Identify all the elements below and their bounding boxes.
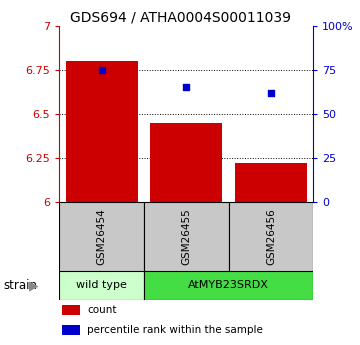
Bar — [59, 271, 144, 300]
Point — [184, 85, 189, 90]
Bar — [144, 202, 229, 271]
Text: count: count — [87, 305, 117, 315]
Bar — [66, 61, 138, 202]
Bar — [150, 123, 222, 202]
Text: strain: strain — [4, 279, 37, 292]
Text: GSM26455: GSM26455 — [181, 208, 191, 265]
Text: ▶: ▶ — [30, 279, 39, 292]
Text: GSM26456: GSM26456 — [266, 208, 276, 265]
Bar — [62, 325, 80, 335]
Text: percentile rank within the sample: percentile rank within the sample — [87, 325, 263, 335]
Text: wild type: wild type — [76, 280, 127, 290]
Text: AtMYB23SRDX: AtMYB23SRDX — [188, 280, 269, 290]
Bar — [62, 305, 80, 315]
Point — [268, 90, 274, 96]
Bar — [229, 202, 313, 271]
Text: GDS694 / ATHA0004S00011039: GDS694 / ATHA0004S00011039 — [69, 10, 291, 24]
Bar — [59, 202, 144, 271]
Bar — [144, 271, 313, 300]
Text: GSM26454: GSM26454 — [97, 208, 107, 265]
Bar — [235, 163, 307, 202]
Point — [99, 67, 105, 73]
